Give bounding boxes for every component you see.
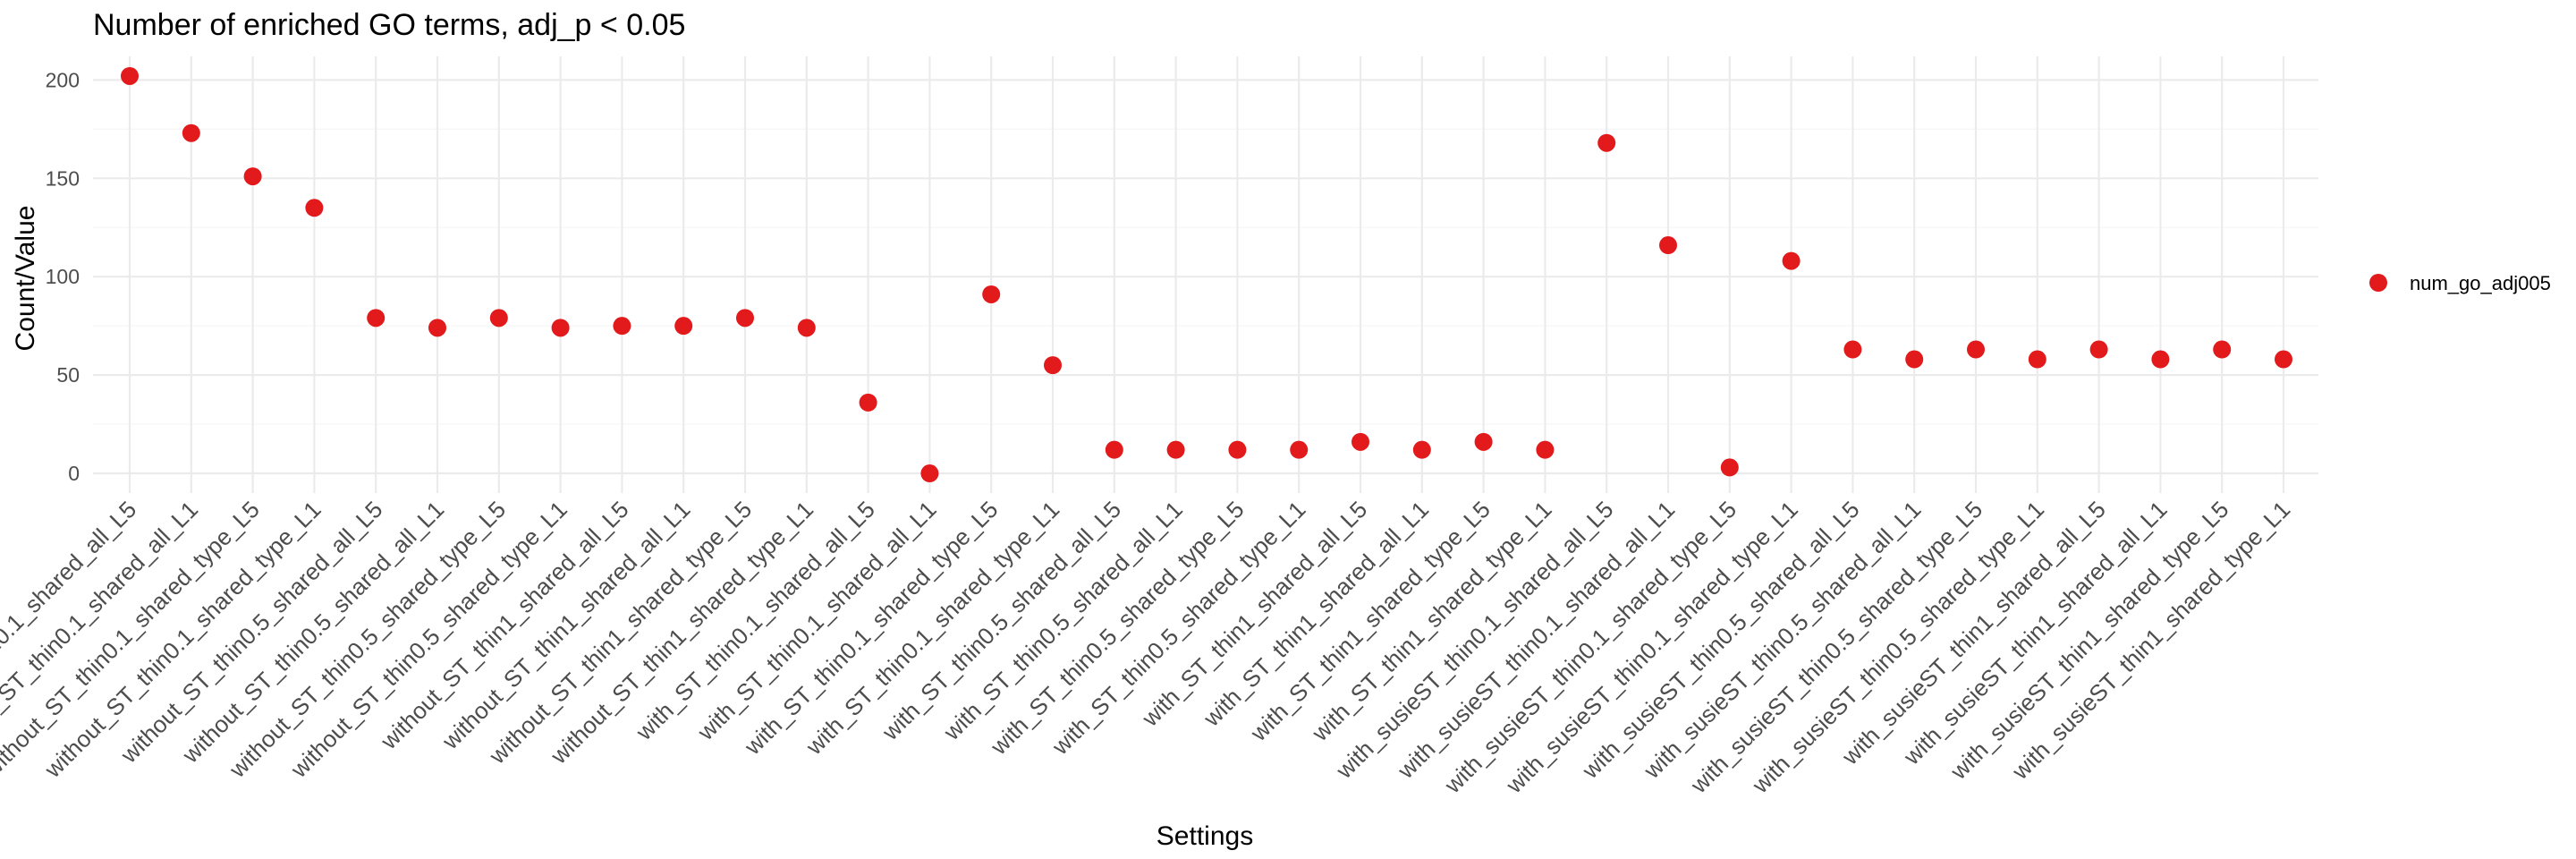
data-point <box>1105 440 1123 459</box>
y-axis-ticks: 0 50 100 150 200 <box>46 68 80 485</box>
y-tick-label: 50 <box>56 363 80 387</box>
legend-key-num_go_adj005 <box>2369 274 2387 292</box>
data-point <box>2275 350 2292 369</box>
data-point <box>1044 356 1062 375</box>
data-point <box>2151 350 2170 369</box>
data-point <box>1536 440 1555 459</box>
data-point <box>489 309 508 327</box>
data-point <box>982 285 1001 303</box>
x-axis-ticks: without_ST_thin0.1_shared_all_L5without_… <box>0 496 2295 799</box>
data-point <box>428 319 446 337</box>
data-point <box>551 319 570 337</box>
data-point <box>367 309 386 327</box>
data-point <box>1352 432 1369 451</box>
data-point <box>2089 340 2108 359</box>
data-point <box>1228 440 1247 459</box>
data-point <box>1659 236 1677 255</box>
data-point <box>1474 432 1493 451</box>
legend: num_go_adj005 <box>2369 272 2551 294</box>
data-point <box>736 309 754 327</box>
data-point <box>2213 340 2232 359</box>
data-point <box>613 317 631 336</box>
grid <box>93 56 2318 493</box>
data-point <box>1290 440 1309 459</box>
data-point <box>182 123 200 142</box>
data-point <box>1720 458 1739 477</box>
data-point <box>674 317 693 336</box>
data-point <box>1843 340 1862 359</box>
chart-title: Number of enriched GO terms, adj_p < 0.0… <box>93 8 685 42</box>
data-point <box>305 199 324 217</box>
y-tick-label: 100 <box>46 265 80 288</box>
data-point <box>797 319 816 337</box>
data-point <box>1782 251 1801 270</box>
y-tick-label: 0 <box>68 462 80 485</box>
y-axis-title: Count/Value <box>11 206 40 352</box>
data-point <box>1967 340 1985 359</box>
data-point <box>1412 440 1431 459</box>
data-point <box>2028 350 2046 369</box>
data-point <box>1597 133 1616 152</box>
x-axis-title: Settings <box>1157 821 1253 851</box>
data-point <box>243 167 262 186</box>
data-point <box>1905 350 1924 369</box>
data-point <box>121 66 139 85</box>
data-point <box>859 393 877 412</box>
data-point <box>920 464 939 483</box>
data-point <box>1166 440 1185 459</box>
y-tick-label: 150 <box>46 166 80 190</box>
legend-label-num_go_adj005: num_go_adj005 <box>2410 272 2551 294</box>
data-points <box>121 66 2292 483</box>
y-tick-label: 200 <box>46 68 80 91</box>
